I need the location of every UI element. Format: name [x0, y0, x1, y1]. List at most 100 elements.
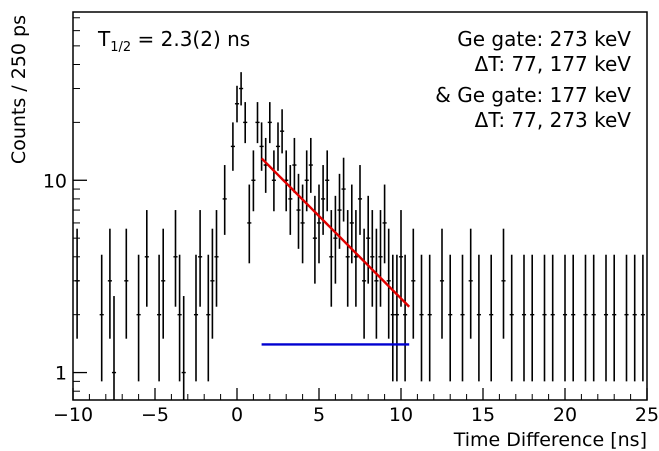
data-point	[206, 254, 211, 382]
data-point	[530, 254, 535, 382]
data-point	[394, 254, 399, 382]
x-tick-label: 5	[313, 404, 325, 426]
x-tick-label: 15	[471, 404, 495, 426]
data-point	[234, 85, 240, 123]
x-tick-label: 25	[635, 404, 659, 426]
half-life-subscript: 1/2	[110, 40, 131, 55]
data-point	[271, 150, 276, 212]
data-point	[321, 165, 326, 235]
data-point	[107, 228, 112, 339]
x-tick-label: −5	[141, 404, 169, 426]
data-point	[370, 210, 375, 307]
data-point	[267, 102, 272, 144]
data-point	[333, 195, 338, 284]
data-point	[157, 254, 162, 382]
y-tick-label: 1	[55, 363, 67, 385]
data-point	[329, 210, 334, 307]
data-point	[591, 254, 596, 382]
data-point	[427, 254, 432, 382]
data-point	[501, 228, 506, 339]
data-point	[386, 228, 391, 339]
data-point	[542, 254, 547, 382]
data-point	[280, 109, 285, 154]
data-point	[353, 210, 358, 307]
data-point	[476, 254, 481, 382]
x-tick-label: 0	[231, 404, 243, 426]
data-point	[390, 254, 395, 382]
data-point	[316, 184, 322, 264]
data-point	[583, 254, 588, 382]
data-point	[612, 254, 617, 382]
data-point	[259, 122, 264, 171]
data-point	[550, 254, 555, 382]
data-point	[468, 228, 473, 339]
gate-annotation-2: ΔT: 77, 177 keV	[475, 52, 632, 76]
y-axis-label: Counts / 250 ps	[8, 15, 30, 164]
half-life-annotation: T1/2 = 2.3(2) ns	[97, 27, 250, 55]
data-point	[75, 228, 80, 339]
axis-ticks: −10 −5 0 5 10 15 20 25 1 10	[43, 17, 659, 426]
gate-annotation-3: & Ge gate: 177 keV	[435, 83, 631, 107]
data-point	[509, 254, 514, 382]
data-point	[177, 254, 182, 382]
data-layer	[75, 72, 645, 400]
data-point	[308, 137, 313, 193]
data-point	[439, 228, 445, 339]
x-axis-label: Time Difference [ns]	[453, 429, 647, 451]
half-life-value: = 2.3(2) ns	[131, 27, 250, 51]
data-point	[300, 184, 305, 264]
data-point	[341, 157, 346, 222]
data-point	[251, 150, 256, 212]
data-point	[382, 184, 387, 264]
data-point	[624, 254, 629, 382]
data-point	[239, 72, 244, 106]
data-point	[296, 173, 301, 249]
data-point	[366, 195, 371, 284]
x-tick-label: 20	[553, 404, 577, 426]
data-point	[362, 228, 367, 339]
data-point	[357, 165, 363, 235]
gate-annotation-1: Ge gate: 273 keV	[457, 27, 631, 51]
y-tick-label: 10	[43, 170, 67, 192]
data-point	[144, 210, 149, 307]
data-point	[214, 210, 219, 307]
fit-curve	[260, 157, 411, 308]
data-point	[403, 254, 408, 382]
data-point	[603, 254, 609, 382]
data-point	[632, 254, 637, 382]
data-point	[193, 254, 199, 382]
half-life-symbol: T	[97, 27, 111, 51]
data-point	[243, 102, 248, 144]
data-point	[640, 254, 645, 382]
data-point	[374, 228, 379, 339]
data-point	[222, 165, 227, 235]
plot-frame	[72, 11, 648, 401]
data-point	[521, 254, 527, 382]
data-point	[398, 210, 404, 307]
data-point	[378, 210, 383, 307]
x-tick-label: −10	[53, 404, 93, 426]
data-point	[304, 150, 309, 212]
data-point	[230, 122, 235, 171]
data-point	[448, 254, 453, 382]
data-point	[345, 210, 350, 307]
data-point	[198, 210, 203, 307]
data-point	[562, 254, 568, 382]
data-point	[275, 122, 281, 171]
x-tick-label: 10	[389, 404, 413, 426]
data-point	[460, 254, 465, 382]
data-point	[173, 210, 178, 307]
data-point	[210, 228, 215, 339]
data-point	[161, 228, 166, 339]
data-point	[411, 228, 416, 339]
data-point	[247, 184, 252, 264]
data-point	[181, 296, 186, 400]
data-point	[111, 296, 117, 400]
data-point	[99, 254, 104, 382]
gate-annotation-4: ΔT: 77, 273 keV	[475, 108, 632, 132]
data-point	[292, 137, 297, 193]
data-point	[489, 254, 494, 382]
data-point	[124, 228, 129, 339]
data-point	[325, 150, 330, 212]
